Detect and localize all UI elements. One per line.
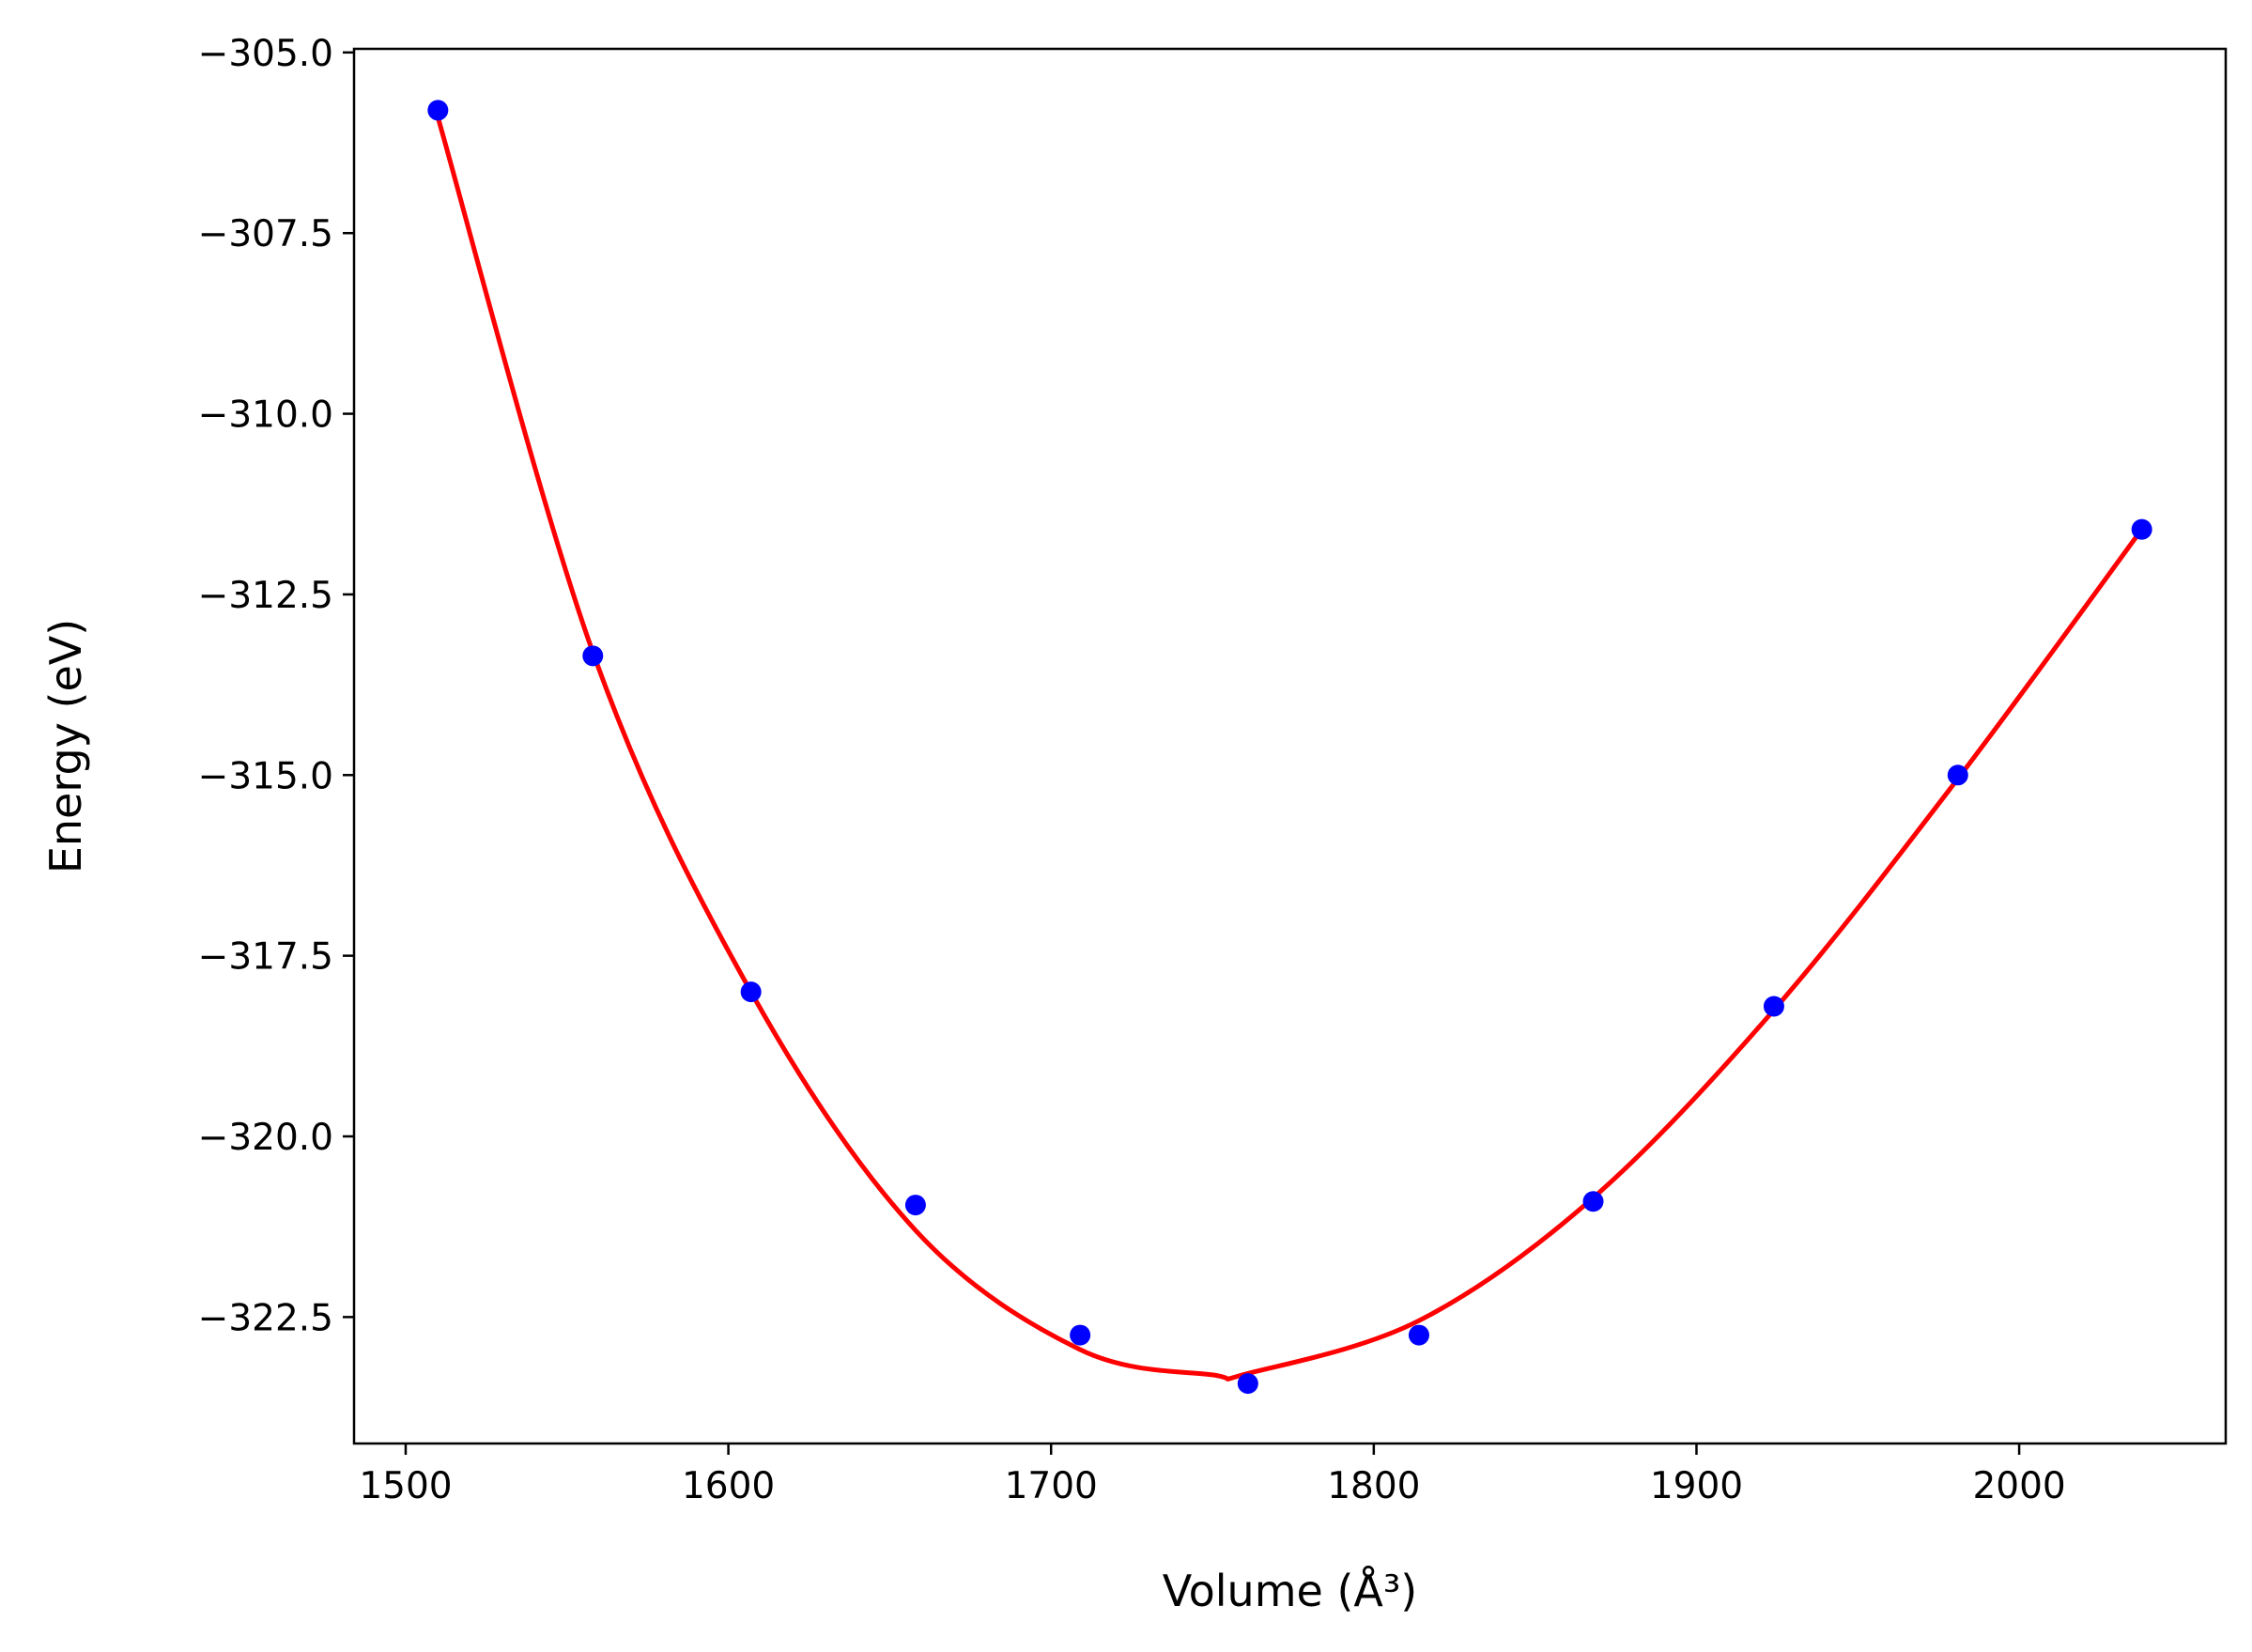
y-tick-label: −317.5 [198,936,333,979]
y-axis-label: Energy (eV) [40,619,91,873]
y-tick-label: −307.5 [198,213,333,255]
x-tick-label: 2000 [1972,1465,2065,1507]
data-point [1408,1324,1429,1346]
data-point [904,1195,926,1216]
y-tick-label: −315.0 [198,755,333,797]
x-axis-label: Volume (Å³) [1163,1566,1418,1616]
data-point [2131,518,2152,540]
y-tick-label: −310.0 [198,394,333,437]
data-point [1582,1191,1604,1212]
x-tick-label: 1500 [359,1465,452,1507]
fit-curve-line [435,116,2144,1382]
axes-frame [352,47,2228,1445]
data-point [1947,764,1968,786]
y-tick-label: −305.0 [198,33,333,75]
y-axis-ticks: −305.0 −307.5 −310.0 −312.5 −315.0 −317.5 −320… [198,33,354,1339]
data-point [582,645,604,667]
x-tick-label: 1900 [1650,1465,1743,1507]
x-tick-label: 1600 [682,1465,775,1507]
data-point [1763,996,1784,1017]
x-tick-label: 1700 [1005,1465,1098,1507]
y-tick-label: −322.5 [198,1297,333,1339]
y-tick-label: −320.0 [198,1117,333,1159]
x-tick-label: 1800 [1327,1465,1420,1507]
plot-area [427,100,2152,1395]
data-point [740,981,762,1003]
y-tick-label: −312.5 [198,575,333,617]
x-axis-ticks: 1500 1600 1700 1800 1900 2000 [359,1444,2066,1507]
data-point [1070,1324,1091,1346]
data-point [427,100,449,121]
data-point [1237,1373,1258,1395]
